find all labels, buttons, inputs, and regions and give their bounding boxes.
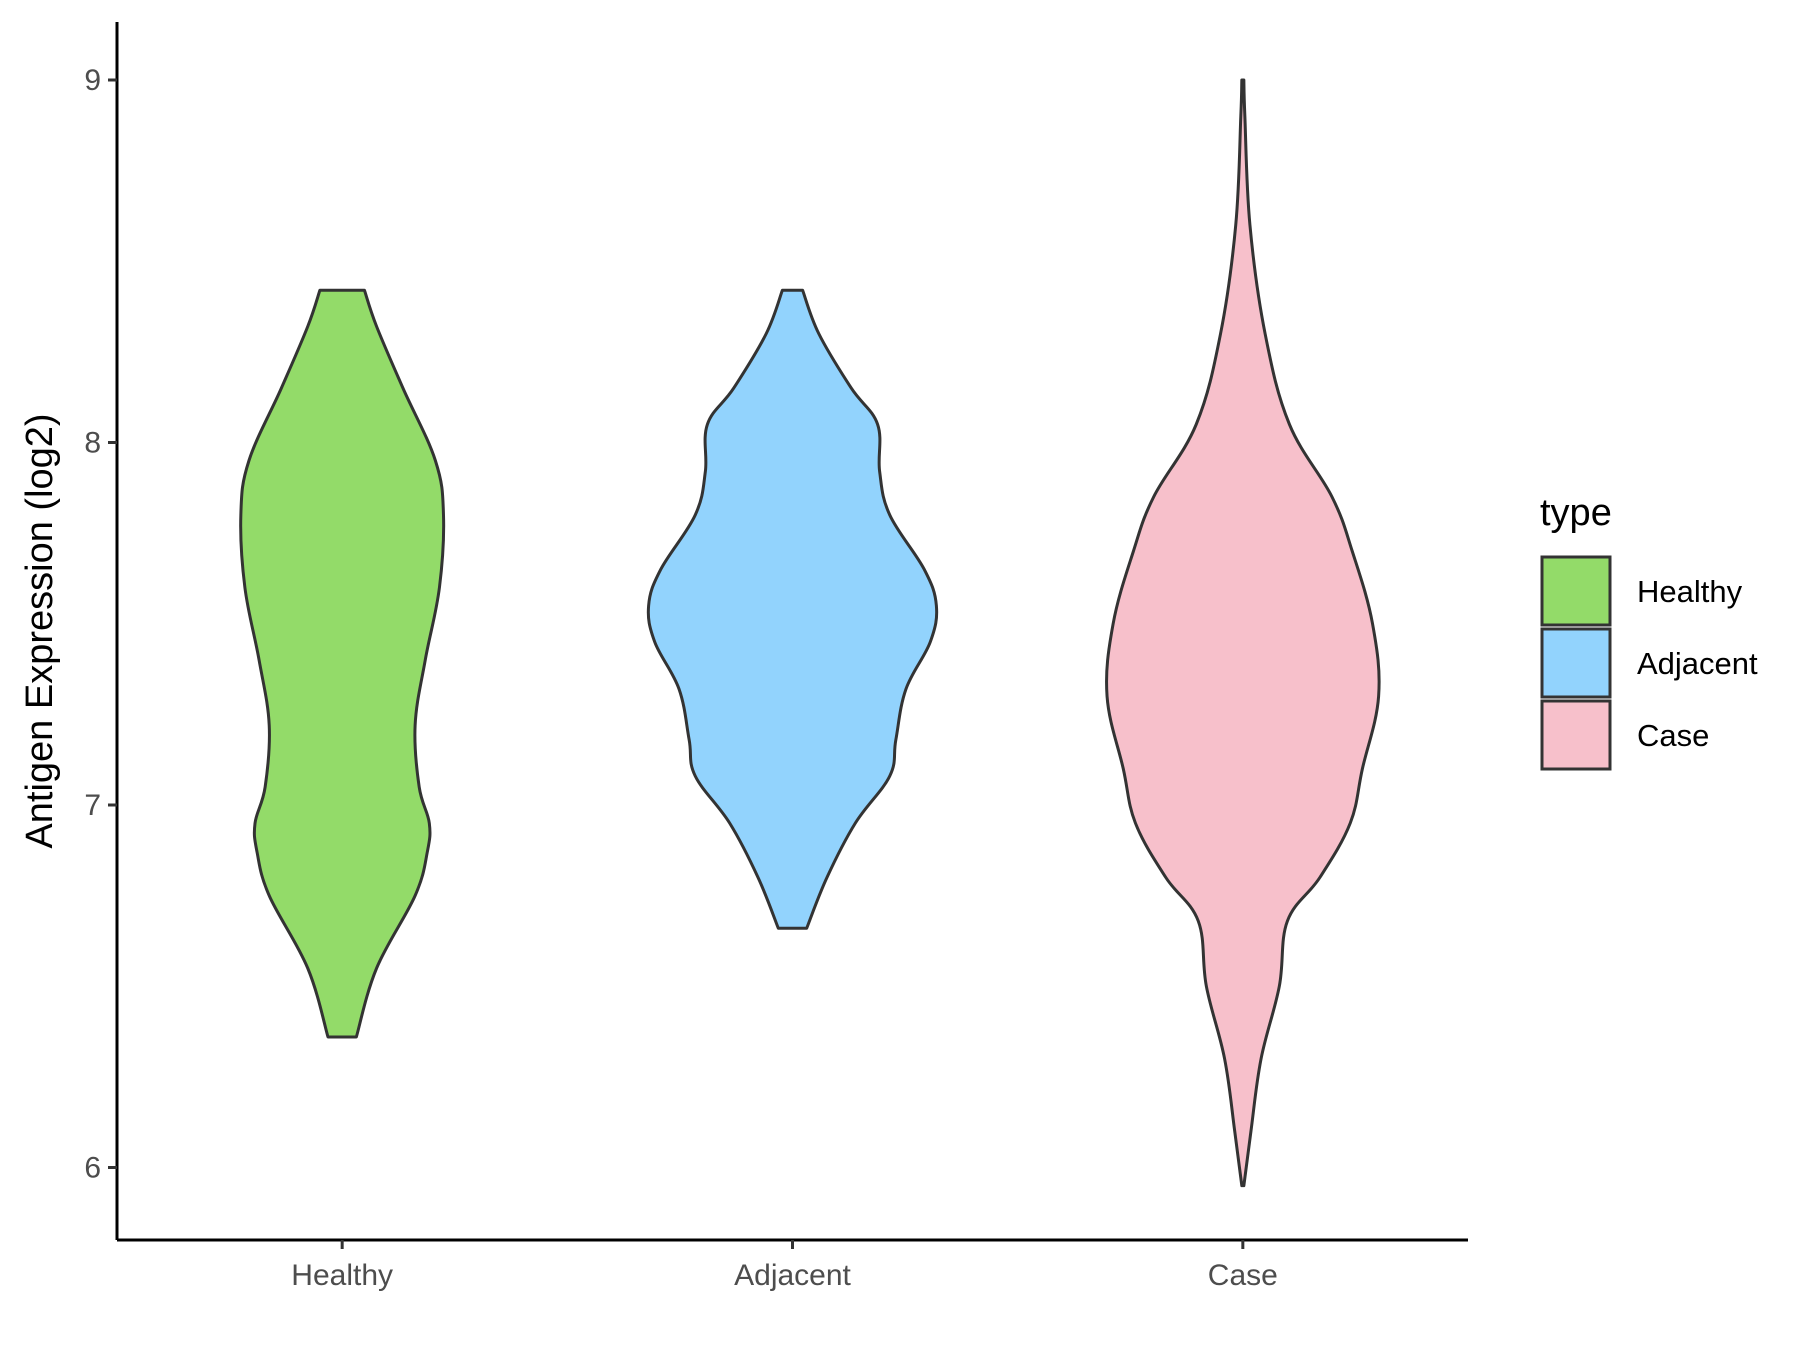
violin-healthy xyxy=(239,288,446,1039)
y-axis-title: Antigen Expression (log2) xyxy=(19,413,61,848)
legend-swatch-adjacent xyxy=(1540,627,1612,699)
y-tick-label: 6 xyxy=(84,1152,101,1185)
y-tick-label: 8 xyxy=(84,427,101,460)
x-tick-label: Adjacent xyxy=(734,1259,851,1292)
violin-adjacent xyxy=(646,288,939,930)
x-tick-label: Healthy xyxy=(291,1259,393,1292)
legend-title: type xyxy=(1540,492,1612,534)
axes: 6 7 8 9 Healthy Adjacent Case Antigen Expressio… xyxy=(19,22,1468,1292)
violins xyxy=(239,78,1381,1188)
violin-case xyxy=(1105,78,1381,1188)
y-tick-label: 7 xyxy=(84,789,101,822)
legend: type Healthy Adjacent Case xyxy=(1540,492,1758,771)
legend-swatch-healthy xyxy=(1540,555,1612,627)
legend-label: Adjacent xyxy=(1637,646,1758,681)
legend-label: Healthy xyxy=(1637,574,1743,609)
x-tick-label: Case xyxy=(1208,1259,1278,1292)
legend-swatch-case xyxy=(1540,699,1612,771)
legend-label: Case xyxy=(1637,718,1709,753)
y-tick-label: 9 xyxy=(84,64,101,97)
